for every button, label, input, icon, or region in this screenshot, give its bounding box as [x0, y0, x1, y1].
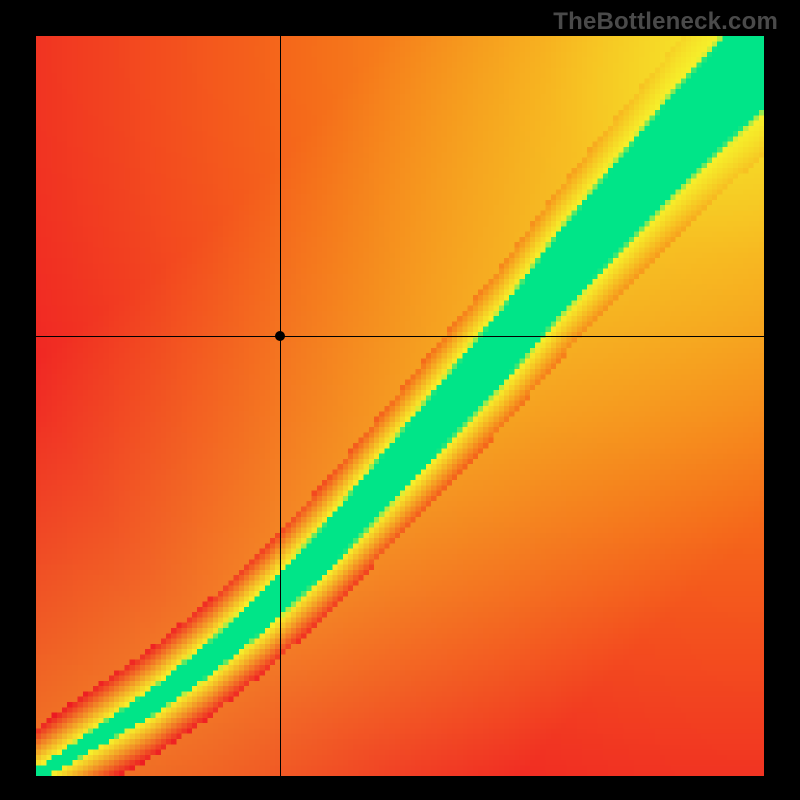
stage: TheBottleneck.com — [0, 0, 800, 800]
bottleneck-heatmap — [36, 36, 764, 776]
watermark-text: TheBottleneck.com — [553, 8, 778, 36]
